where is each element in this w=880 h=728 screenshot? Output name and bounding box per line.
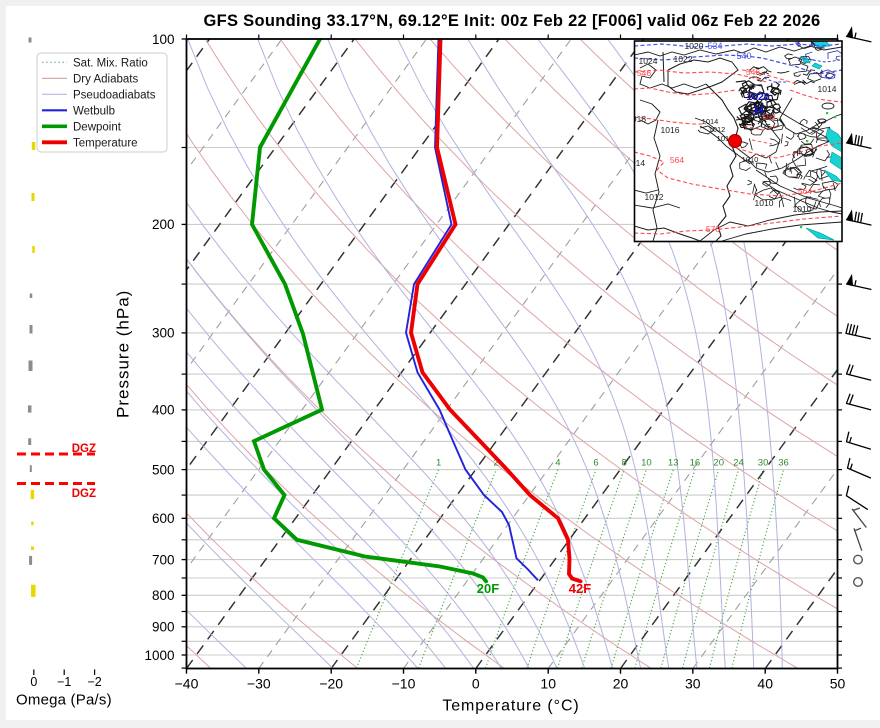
svg-text:36: 36 bbox=[778, 458, 789, 469]
svg-text:546: 546 bbox=[746, 67, 760, 77]
svg-text:1000: 1000 bbox=[144, 648, 174, 663]
svg-text:−40: −40 bbox=[175, 676, 199, 692]
svg-text:50: 50 bbox=[830, 676, 846, 692]
svg-text:700: 700 bbox=[152, 552, 175, 567]
svg-text:16: 16 bbox=[690, 458, 701, 469]
svg-text:Pseudoadiabats: Pseudoadiabats bbox=[73, 89, 156, 101]
svg-text:H: H bbox=[754, 102, 764, 118]
svg-text:0: 0 bbox=[30, 675, 37, 689]
svg-text:Sat. Mix. Ratio: Sat. Mix. Ratio bbox=[73, 57, 148, 69]
svg-text:400: 400 bbox=[152, 403, 175, 418]
svg-text:−2: −2 bbox=[87, 675, 101, 689]
svg-text:20: 20 bbox=[613, 676, 629, 692]
svg-text:1016: 1016 bbox=[661, 125, 680, 135]
svg-text:552: 552 bbox=[762, 113, 776, 122]
svg-text:−1: −1 bbox=[57, 675, 71, 689]
svg-text:6: 6 bbox=[593, 458, 598, 469]
svg-text:2: 2 bbox=[494, 458, 499, 469]
svg-text:1020: 1020 bbox=[685, 41, 704, 51]
svg-text:018: 018 bbox=[632, 114, 646, 124]
svg-text:30: 30 bbox=[758, 458, 769, 469]
svg-text:−20: −20 bbox=[319, 676, 343, 692]
svg-text:30: 30 bbox=[685, 676, 701, 692]
svg-text:−30: −30 bbox=[247, 676, 271, 692]
svg-text:Temperature: Temperature bbox=[73, 137, 138, 149]
svg-text:570: 570 bbox=[706, 224, 720, 234]
svg-text:1: 1 bbox=[436, 458, 441, 469]
svg-text:534: 534 bbox=[707, 41, 722, 51]
svg-text:1010: 1010 bbox=[742, 155, 759, 164]
svg-text:1012: 1012 bbox=[645, 192, 664, 202]
svg-text:1010: 1010 bbox=[755, 198, 774, 208]
svg-text:13: 13 bbox=[668, 458, 679, 469]
svg-text:540: 540 bbox=[736, 51, 751, 61]
svg-text:1014: 1014 bbox=[818, 84, 837, 94]
svg-text:GFS Sounding 33.17°N, 69.12°E: GFS Sounding 33.17°N, 69.12°E Init: 00z … bbox=[203, 12, 820, 30]
svg-text:Dry Adiabats: Dry Adiabats bbox=[73, 73, 138, 85]
svg-text:20F: 20F bbox=[477, 581, 499, 596]
svg-text:42F: 42F bbox=[569, 581, 591, 596]
svg-text:Omega (Pa/s): Omega (Pa/s) bbox=[16, 692, 112, 709]
svg-text:1010: 1010 bbox=[793, 204, 812, 214]
svg-text:200: 200 bbox=[152, 217, 175, 232]
svg-text:500: 500 bbox=[152, 462, 175, 477]
svg-text:Temperature (°C): Temperature (°C) bbox=[442, 698, 579, 715]
svg-text:0: 0 bbox=[472, 676, 480, 692]
svg-text:24: 24 bbox=[733, 458, 744, 469]
svg-text:20: 20 bbox=[713, 458, 724, 469]
svg-text:1020: 1020 bbox=[746, 91, 770, 103]
svg-text:4: 4 bbox=[555, 458, 560, 469]
svg-text:800: 800 bbox=[152, 588, 175, 603]
svg-text:DGZ: DGZ bbox=[72, 488, 96, 500]
svg-text:1024: 1024 bbox=[639, 56, 658, 66]
svg-text:1010: 1010 bbox=[717, 134, 734, 143]
svg-text:564: 564 bbox=[670, 155, 684, 165]
svg-text:900: 900 bbox=[152, 620, 175, 635]
svg-text:8: 8 bbox=[621, 458, 626, 469]
svg-text:Pressure (hPa): Pressure (hPa) bbox=[114, 290, 133, 418]
svg-text:600: 600 bbox=[152, 511, 175, 526]
svg-text:40: 40 bbox=[757, 676, 773, 692]
svg-text:DGZ: DGZ bbox=[72, 443, 96, 455]
svg-text:564: 564 bbox=[798, 186, 812, 196]
svg-text:−10: −10 bbox=[392, 676, 416, 692]
svg-text:1012: 1012 bbox=[709, 125, 726, 134]
svg-text:546: 546 bbox=[637, 68, 651, 78]
svg-text:014: 014 bbox=[631, 158, 645, 168]
svg-text:300: 300 bbox=[152, 326, 175, 341]
svg-text:10: 10 bbox=[540, 676, 556, 692]
svg-text:1022: 1022 bbox=[674, 54, 693, 64]
svg-text:10: 10 bbox=[641, 458, 652, 469]
svg-text:100: 100 bbox=[152, 32, 175, 47]
svg-text:Dewpoint: Dewpoint bbox=[73, 121, 122, 133]
svg-text:Wetbulb: Wetbulb bbox=[73, 105, 115, 117]
svg-text:1014: 1014 bbox=[702, 117, 719, 126]
